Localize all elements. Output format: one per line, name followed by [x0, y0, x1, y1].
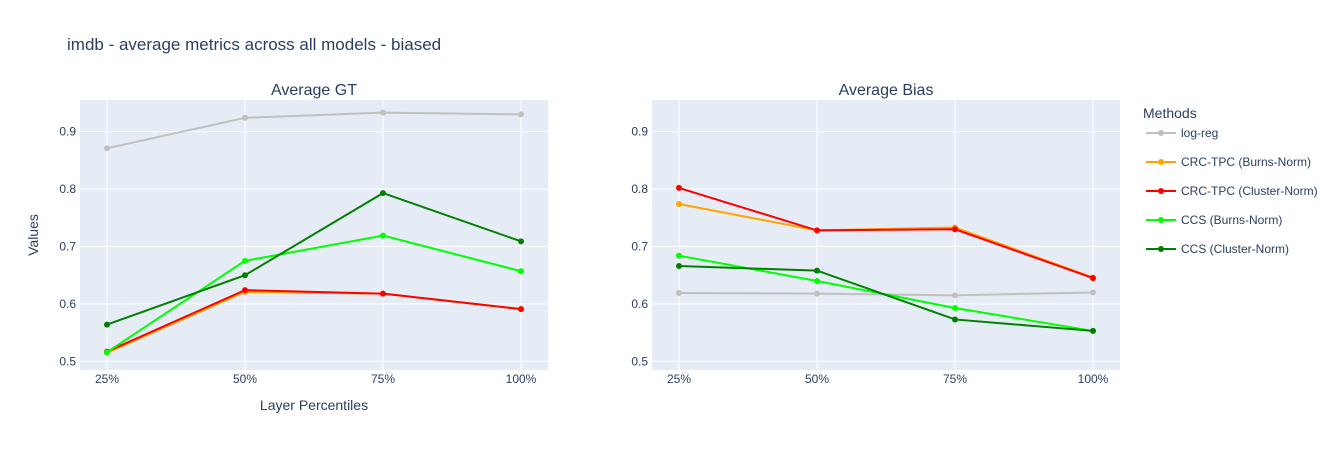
- data-point-log-reg: [1090, 289, 1096, 296]
- data-point-log-reg: [952, 292, 958, 299]
- panel-title-average-bias: Average Bias: [839, 82, 934, 99]
- plot-area-background: [652, 100, 1120, 370]
- y-tick-label: 0.5: [59, 354, 76, 368]
- legend-label: log-reg: [1181, 126, 1218, 140]
- data-point-ccs-cluster-norm: [952, 316, 958, 323]
- legend-item-log-reg[interactable]: log-reg: [1146, 126, 1218, 140]
- x-tick-label: 50%: [233, 372, 257, 386]
- data-point-ccs-cluster-norm: [814, 267, 820, 274]
- panel-title-average-gt: Average GT: [271, 82, 357, 99]
- legend: Methods log-reg CRC-TPC (Burns-Norm) CRC-T…: [1143, 105, 1318, 256]
- data-point-ccs-cluster-norm: [380, 190, 386, 197]
- x-tick-label: 100%: [1078, 372, 1109, 386]
- data-point-ccs-burns-norm: [380, 232, 386, 239]
- data-point-ccs-cluster-norm: [104, 321, 110, 328]
- data-point-ccs-burns-norm: [104, 349, 110, 356]
- data-point-crc-tpc-burns-norm: [676, 200, 682, 207]
- y-axis-title: Values: [25, 214, 41, 256]
- series-line-ccs-cluster-norm: [678, 265, 1094, 332]
- data-point-crc-tpc-cluster-norm: [518, 306, 524, 313]
- data-point-crc-tpc-cluster-norm: [814, 227, 820, 234]
- legend-label: CCS (Burns-Norm): [1181, 213, 1282, 227]
- x-tick-label: 25%: [667, 372, 691, 386]
- data-point-ccs-cluster-norm: [676, 263, 682, 270]
- legend-item-ccs-burns-norm[interactable]: CCS (Burns-Norm): [1146, 213, 1282, 227]
- legend-swatch-marker: [1158, 246, 1164, 252]
- data-point-log-reg: [676, 290, 682, 297]
- legend-swatch-marker: [1158, 159, 1164, 165]
- data-point-ccs-burns-norm: [676, 252, 682, 259]
- series-line-ccs-burns-norm: [106, 234, 522, 354]
- data-point-log-reg: [518, 111, 524, 118]
- data-point-ccs-burns-norm: [952, 304, 958, 311]
- y-tick-label: 0.7: [631, 239, 648, 253]
- x-tick-label: 75%: [943, 372, 967, 386]
- series-line-log-reg: [106, 111, 522, 150]
- x-tick-label: 100%: [506, 372, 537, 386]
- data-point-log-reg: [814, 290, 820, 297]
- data-point-crc-tpc-cluster-norm: [1090, 275, 1096, 282]
- data-point-ccs-burns-norm: [814, 277, 820, 284]
- data-point-crc-tpc-cluster-norm: [242, 287, 248, 294]
- data-point-log-reg: [104, 145, 110, 152]
- legend-item-crc-tpc-burns-norm[interactable]: CRC-TPC (Burns-Norm): [1146, 155, 1311, 169]
- series-line-crc-tpc-cluster-norm: [106, 289, 522, 353]
- panel-average-gt: 0.5 0.6 0.7 0.8 0.9 25% 50% 75% 100% Average GT: [59, 82, 548, 386]
- legend-swatch-marker: [1158, 217, 1164, 223]
- data-point-crc-tpc-cluster-norm: [676, 184, 682, 191]
- legend-item-ccs-cluster-norm[interactable]: CCS (Cluster-Norm): [1146, 242, 1289, 256]
- legend-label: CRC-TPC (Cluster-Norm): [1181, 184, 1318, 198]
- legend-item-crc-tpc-cluster-norm[interactable]: CRC-TPC (Cluster-Norm): [1146, 184, 1318, 198]
- x-tick-label: 75%: [371, 372, 395, 386]
- y-tick-label: 0.6: [59, 297, 76, 311]
- legend-label: CRC-TPC (Burns-Norm): [1181, 155, 1311, 169]
- y-tick-label: 0.8: [59, 182, 76, 196]
- data-point-ccs-burns-norm: [242, 257, 248, 264]
- data-point-crc-tpc-cluster-norm: [380, 290, 386, 297]
- figure-title: imdb - average metrics across all models…: [67, 35, 441, 54]
- series-line-ccs-cluster-norm: [106, 191, 522, 326]
- data-point-log-reg: [242, 114, 248, 121]
- x-tick-label: 50%: [805, 372, 829, 386]
- data-point-crc-tpc-cluster-norm: [952, 226, 958, 233]
- data-point-log-reg: [380, 109, 386, 116]
- y-tick-label: 0.7: [59, 239, 76, 253]
- data-point-ccs-cluster-norm: [242, 272, 248, 279]
- x-axis-title: Layer Percentiles: [260, 397, 368, 413]
- series-line-crc-tpc-cluster-norm: [678, 186, 1094, 280]
- y-tick-label: 0.5: [631, 354, 648, 368]
- panel-average-bias: 0.5 0.6 0.7 0.8 0.9 25% 50% 75% 100% Average Bia…: [631, 82, 1120, 386]
- y-tick-label: 0.9: [631, 125, 648, 139]
- x-tick-label: 25%: [95, 372, 119, 386]
- legend-title: Methods: [1143, 105, 1197, 121]
- legend-swatch-marker: [1158, 188, 1164, 194]
- y-tick-label: 0.8: [631, 182, 648, 196]
- data-point-ccs-burns-norm: [518, 268, 524, 275]
- legend-swatch-marker: [1158, 130, 1164, 136]
- y-tick-label: 0.9: [59, 125, 76, 139]
- data-point-ccs-cluster-norm: [518, 238, 524, 245]
- legend-label: CCS (Cluster-Norm): [1181, 242, 1289, 256]
- data-point-ccs-cluster-norm: [1090, 327, 1096, 334]
- y-tick-label: 0.6: [631, 297, 648, 311]
